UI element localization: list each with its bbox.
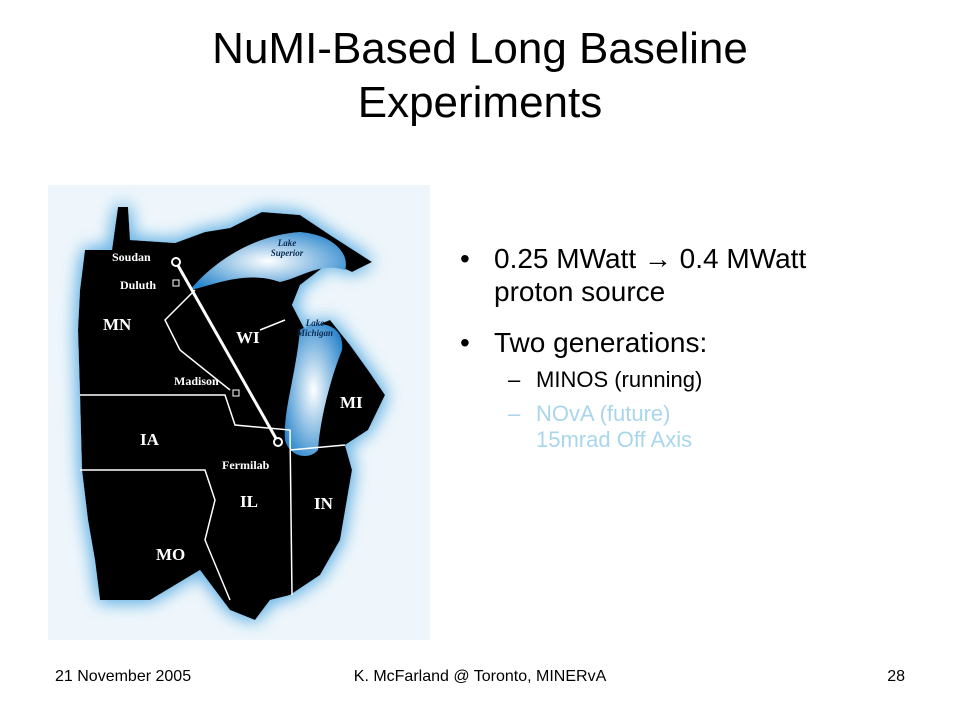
map-label: IL — [240, 492, 258, 511]
map-label: WI — [236, 328, 260, 347]
sub-bullet: NOvA (future) 15mrad Off Axis — [494, 401, 746, 453]
map-label: MN — [103, 315, 132, 334]
map-label: Madison — [174, 374, 219, 388]
map-label: Duluth — [120, 278, 157, 292]
slide-number: 28 — [887, 668, 905, 685]
slide-title: NuMI-Based Long Baseline Experiments — [212, 24, 748, 127]
madison-marker — [232, 389, 240, 397]
map-label: MI — [340, 393, 363, 412]
map-label: Soudan — [112, 250, 151, 264]
map-label: Lake Superior — [270, 238, 304, 258]
bullet-text: Two generations: — [494, 327, 708, 358]
map-label: MO — [156, 545, 186, 564]
footer-author: K. McFarland @ Toronto, MINERvA — [353, 668, 607, 685]
footer-date: 21 November 2005 — [55, 668, 192, 685]
duluth-marker — [172, 279, 180, 287]
bullet: 0.25 MWatt → 0.4 MWatt proton source — [460, 242, 854, 308]
sub-bullet-list: MINOS (running) NOvA (future) 15mrad Off… — [494, 367, 854, 453]
bullet: Two generations: MINOS (running) NOvA (f… — [460, 326, 854, 453]
bullet-list: 0.25 MWatt → 0.4 MWatt proton source Two… — [460, 242, 880, 471]
fermilab-marker — [273, 437, 283, 447]
map-label: IN — [314, 494, 333, 513]
beam-line — [174, 261, 280, 443]
soudan-marker — [171, 257, 181, 267]
lake-michigan-shape — [284, 324, 343, 456]
map-label: Fermilab — [222, 458, 270, 472]
map-label: Lake Michigan — [296, 318, 333, 338]
state-borders — [80, 289, 346, 601]
sub-bullet: MINOS (running) — [494, 367, 746, 393]
bullet-text: 0.25 MWatt → 0.4 MWatt proton source — [494, 243, 807, 307]
map-label: IA — [140, 430, 159, 449]
lake-superior-shape — [190, 232, 346, 290]
